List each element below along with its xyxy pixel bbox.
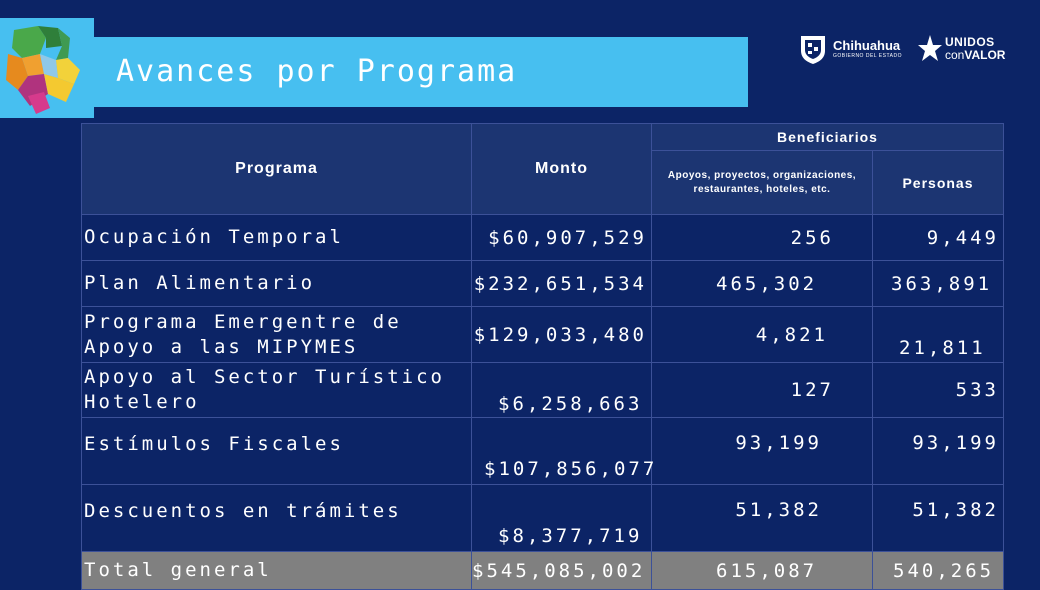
unidos-con-valor-logo: UNIDOS conVALOR [918, 33, 1005, 65]
table-row: Plan Alimentario $232,651,534 465,302 36… [81, 260, 1004, 307]
chihuahua-map-image [0, 18, 94, 118]
header-beneficiarios: Beneficiarios [651, 123, 1004, 151]
logo-unidos-con: con [945, 48, 965, 62]
table-row: Programa Emergentre de Apoyo a las MIPYM… [81, 306, 1004, 363]
cell-apoyos: 256 [651, 214, 873, 261]
cell-apoyos: 51,382 [651, 484, 873, 552]
cell-personas: 9,449 [872, 214, 1004, 261]
table-row: Estímulos Fiscales $107,856,077 93,199 9… [81, 417, 1004, 485]
table-row: Descuentos en trámites $8,377,719 51,382… [81, 484, 1004, 552]
cell-personas: 93,199 [872, 417, 1004, 485]
logo-chihuahua-name: Chihuahua [833, 37, 901, 53]
cell-programa: Apoyo al Sector Turístico Hotelero [81, 362, 472, 418]
cell-personas: 533 [872, 362, 1004, 418]
cell-programa: Total general [81, 551, 472, 590]
chihuahua-logo: Chihuahua GOBIERNO DEL ESTADO [798, 33, 902, 65]
cell-apoyos: 4,821 [651, 306, 873, 363]
table-row: Apoyo al Sector Turístico Hotelero $6,25… [81, 362, 1004, 418]
logo-unidos-line1: UNIDOS [945, 35, 995, 49]
logo-chihuahua-tagline: GOBIERNO DEL ESTADO [833, 52, 902, 59]
logo-unidos-valor: VALOR [964, 48, 1006, 62]
table-row: Ocupación Temporal $60,907,529 256 9,449 [81, 214, 1004, 261]
cell-apoyos: 465,302 [651, 260, 873, 307]
header-personas: Personas [872, 150, 1004, 215]
header-monto: Monto [471, 123, 652, 215]
cell-monto: $232,651,534 [471, 260, 652, 307]
programs-table: Programa Monto Beneficiarios Apoyos, pro… [81, 123, 1004, 590]
cell-apoyos: 615,087 [651, 551, 873, 590]
header-apoyos: Apoyos, proyectos, organizaciones, resta… [651, 150, 873, 215]
cell-monto: $107,856,077 [471, 417, 654, 485]
header-programa: Programa [81, 123, 472, 215]
cell-personas: 21,811 [872, 306, 1004, 363]
cell-programa: Programa Emergentre de Apoyo a las MIPYM… [81, 306, 472, 363]
cell-personas: 51,382 [872, 484, 1004, 552]
title-banner: Avances por Programa [94, 37, 748, 107]
cell-programa: Plan Alimentario [81, 260, 472, 307]
cell-programa: Ocupación Temporal [81, 214, 472, 261]
state-map-icon [6, 26, 80, 114]
cell-programa: Descuentos en trámites [81, 484, 472, 552]
cell-monto: $6,258,663 [471, 362, 652, 418]
shield-icon [801, 36, 825, 64]
star-icon [918, 35, 942, 61]
page-title: Avances por Programa [116, 54, 518, 89]
cell-monto: $545,085,002 [471, 551, 652, 590]
cell-personas: 540,265 [872, 551, 1004, 590]
cell-monto: $129,033,480 [471, 306, 652, 363]
cell-programa: Estímulos Fiscales [81, 417, 472, 485]
cell-monto: $8,377,719 [471, 484, 652, 552]
cell-personas: 363,891 [872, 260, 1004, 307]
cell-apoyos: 127 [651, 362, 873, 418]
cell-apoyos: 93,199 [651, 417, 873, 485]
total-row: Total general $545,085,002 615,087 540,2… [81, 551, 1004, 590]
cell-monto: $60,907,529 [471, 214, 652, 261]
